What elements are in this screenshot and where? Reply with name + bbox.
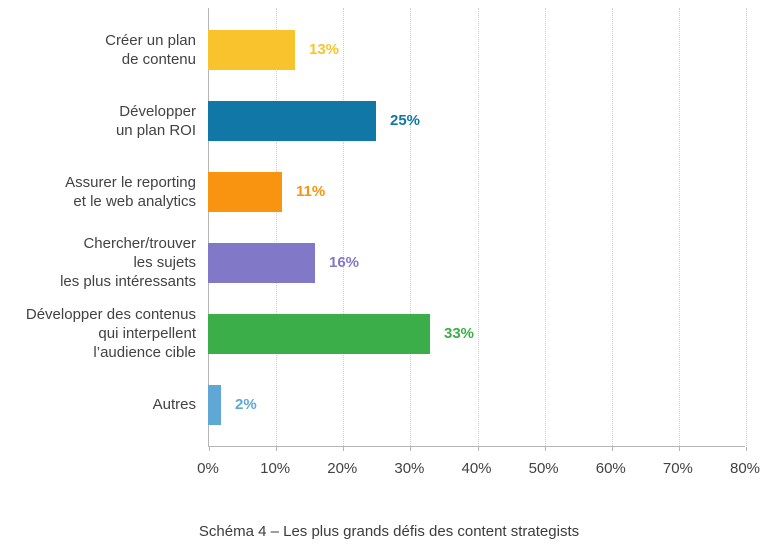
bar-category-label: Développer un plan ROI: [115, 102, 196, 139]
bar-row: Assurer le reporting et le web analytics…: [0, 156, 745, 227]
bar-row: Développer des contenus qui interpellent…: [0, 298, 745, 369]
bar-value-label: 33%: [444, 325, 475, 342]
bar-category-label: Développer des contenus qui interpellent…: [25, 306, 196, 361]
gridline: [746, 8, 747, 446]
bar-row: Autres 2%: [0, 369, 745, 440]
axis-tick: [209, 447, 210, 451]
bar: [208, 29, 295, 70]
axis-tick: [545, 447, 546, 451]
bar: [208, 100, 376, 141]
bar-category-label: Assurer le reporting et le web analytics: [65, 173, 196, 210]
x-axis-tick-label: 30%: [394, 460, 425, 477]
gridline: [612, 8, 613, 446]
gridline: [545, 8, 546, 446]
x-axis-tick-label: 70%: [662, 460, 693, 477]
x-axis-tick-label: 60%: [595, 460, 626, 477]
bar-rows: Créer un plan de contenu 13% Développer un…: [0, 14, 745, 440]
bar-row: Chercher/trouver les sujets les plus int…: [0, 227, 745, 298]
axis-tick: [679, 447, 680, 451]
bar-value-label: 11%: [296, 183, 326, 200]
bar: [208, 242, 315, 283]
x-axis-tick-label: 40%: [461, 460, 492, 477]
chart-caption: Schéma 4 – Les plus grands défis des con…: [198, 523, 580, 540]
bar-category-label: Autres: [152, 396, 196, 413]
bar-value-label: 16%: [329, 254, 360, 271]
gridline: [679, 8, 680, 446]
axis-tick: [276, 447, 277, 451]
x-axis-tick-label: 10%: [260, 460, 291, 477]
bar-category-label: Chercher/trouver les sujets les plus int…: [60, 235, 196, 290]
axis-tick: [478, 447, 479, 451]
axis-tick: [410, 447, 411, 451]
bar: [208, 313, 430, 354]
bar-category-label: Créer un plan de contenu: [105, 31, 196, 68]
bar-row: Développer un plan ROI 25%: [0, 85, 745, 156]
axis-tick: [746, 447, 747, 451]
bar-value-label: 2%: [235, 396, 257, 413]
bar-value-label: 25%: [390, 112, 421, 129]
gridline: [410, 8, 411, 446]
axis-tick: [612, 447, 613, 451]
x-axis-tick-label: 20%: [327, 460, 358, 477]
bar: [208, 384, 221, 425]
plot-area: [208, 8, 747, 451]
gridline: [343, 8, 344, 446]
gridline: [478, 8, 479, 446]
axis-tick: [343, 447, 344, 451]
x-axis-tick-label: 80%: [729, 460, 761, 477]
gridline: [276, 8, 277, 446]
x-axis-tick-label: 50%: [528, 460, 559, 477]
bar: [208, 171, 282, 212]
x-axis-tick-label: 0%: [197, 460, 219, 477]
bar-value-label: 13%: [309, 41, 340, 58]
x-axis: 0% 10% 20% 30% 40% 50% 60% 70% 80%: [0, 460, 778, 478]
bar-row: Créer un plan de contenu 13%: [0, 14, 745, 85]
